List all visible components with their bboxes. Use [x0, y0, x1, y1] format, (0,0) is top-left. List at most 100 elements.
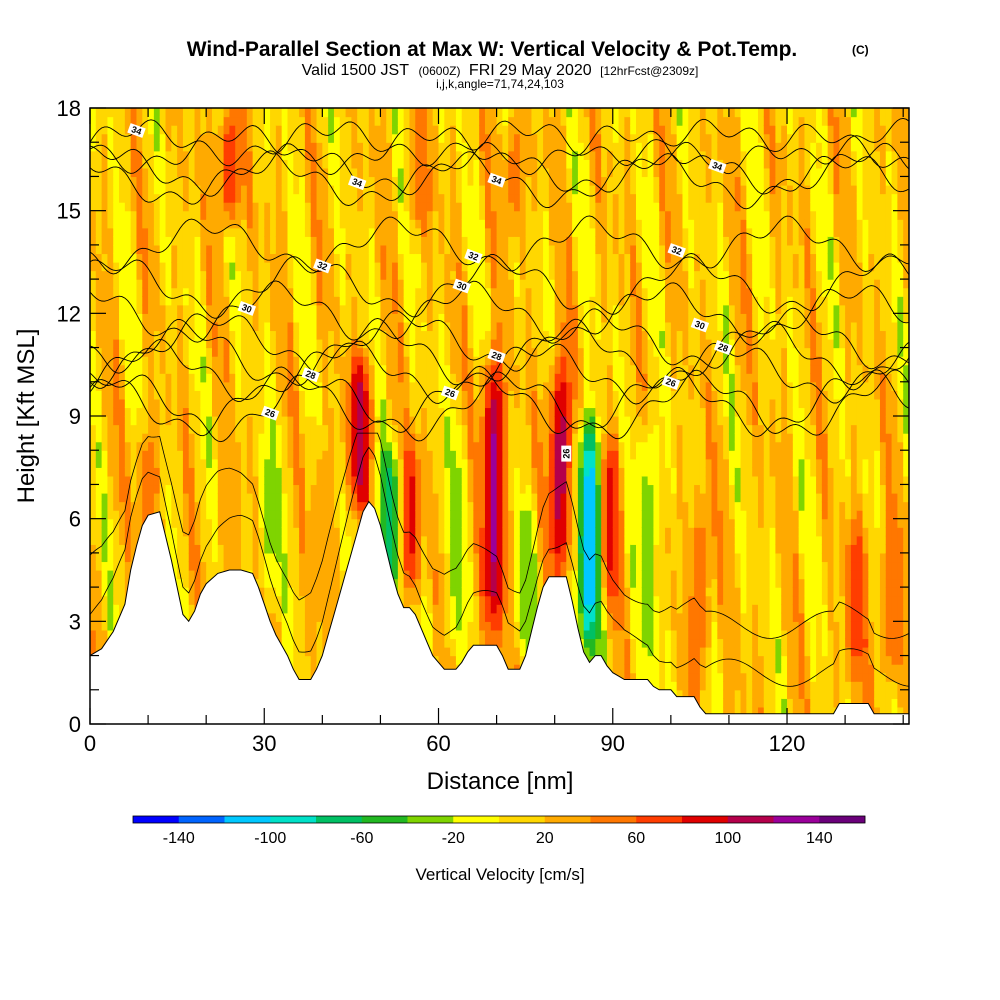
velocity-cell: [299, 287, 306, 297]
velocity-cell: [450, 373, 457, 383]
velocity-cell: [206, 458, 213, 468]
velocity-cell: [229, 398, 236, 409]
velocity-cell: [397, 253, 405, 263]
velocity-cell: [287, 364, 294, 374]
velocity-cell: [357, 202, 364, 212]
velocity-cell: [421, 527, 428, 537]
velocity-cell: [374, 125, 382, 135]
velocity-cell: [153, 116, 161, 126]
velocity-cell: [293, 210, 300, 220]
velocity-cell: [438, 561, 445, 571]
velocity-cell: [264, 561, 271, 571]
velocity-cell: [223, 475, 231, 486]
velocity-cell: [403, 125, 411, 135]
velocity-cell: [316, 561, 323, 571]
velocity-cell: [142, 493, 149, 503]
velocity-cell: [107, 304, 114, 314]
velocity-cell: [479, 304, 486, 314]
velocity-cell: [403, 185, 411, 195]
velocity-cell: [113, 484, 120, 494]
velocity-cell: [241, 467, 248, 477]
velocity-cell: [479, 193, 486, 203]
velocity-cell: [194, 544, 201, 554]
velocity-cell: [246, 202, 254, 212]
velocity-cell: [182, 578, 190, 588]
velocity-cell: [90, 373, 97, 383]
velocity-cell: [409, 570, 416, 580]
velocity-cell: [368, 467, 376, 477]
velocity-cell: [182, 373, 190, 383]
velocity-cell: [322, 578, 329, 588]
velocity-cell: [165, 219, 172, 229]
velocity-cell: [316, 330, 323, 340]
velocity-cell: [403, 433, 411, 443]
velocity-cell: [461, 561, 469, 571]
velocity-cell: [409, 244, 416, 255]
velocity-cell: [455, 475, 463, 486]
velocity-cell: [136, 150, 143, 160]
velocity-cell: [90, 527, 97, 537]
velocity-cell: [229, 527, 236, 537]
velocity-cell: [136, 467, 143, 477]
velocity-cell: [270, 544, 277, 554]
velocity-cell: [182, 185, 190, 195]
velocity-cell: [90, 150, 97, 160]
velocity-cell: [136, 484, 143, 494]
velocity-cell: [403, 390, 411, 400]
velocity-cell: [304, 561, 312, 571]
velocity-cell: [444, 433, 451, 443]
velocity-cell: [450, 467, 457, 477]
velocity-cell: [316, 373, 323, 383]
velocity-cell: [421, 262, 428, 272]
velocity-cell: [310, 655, 318, 665]
velocity-cell: [235, 416, 242, 426]
velocity-cell: [252, 142, 260, 152]
velocity-cell: [351, 193, 358, 203]
velocity-cell: [206, 270, 213, 280]
velocity-cell: [299, 638, 306, 648]
velocity-cell: [142, 510, 149, 520]
velocity-cell: [252, 518, 260, 528]
velocity-cell: [484, 612, 492, 622]
velocity-cell: [316, 441, 323, 451]
velocity-cell: [148, 450, 155, 460]
velocity-cell: [328, 570, 335, 580]
velocity-cell: [322, 330, 329, 340]
velocity-cell: [386, 296, 393, 306]
velocity-cell: [467, 527, 474, 537]
velocity-cell: [363, 441, 370, 451]
velocity-cell: [421, 390, 428, 400]
velocity-cell: [397, 262, 405, 272]
velocity-cell: [357, 219, 364, 229]
velocity-cell: [374, 296, 382, 306]
velocity-cell: [293, 458, 300, 468]
velocity-cell: [246, 552, 254, 563]
velocity-cell: [177, 527, 184, 537]
velocity-cell: [409, 441, 416, 451]
velocity-cell: [130, 518, 138, 528]
velocity-cell: [113, 330, 120, 340]
velocity-cell: [415, 390, 422, 400]
velocity-cell: [200, 167, 207, 178]
velocity-cell: [211, 108, 219, 118]
velocity-cell: [368, 210, 376, 220]
velocity-cell: [450, 304, 457, 314]
velocity-cell: [188, 313, 196, 323]
velocity-cell: [316, 125, 323, 135]
velocity-cell: [264, 475, 271, 486]
velocity-cell: [461, 621, 469, 631]
velocity-cell: [119, 210, 126, 220]
velocity-cell: [130, 416, 138, 426]
velocity-cell: [339, 304, 347, 314]
velocity-cell: [484, 321, 492, 332]
velocity-cell: [380, 339, 387, 349]
velocity-cell: [177, 210, 184, 220]
velocity-cell: [316, 313, 323, 323]
velocity-cell: [473, 304, 480, 314]
velocity-cell: [188, 227, 196, 237]
velocity-cell: [281, 552, 289, 563]
velocity-cell: [252, 133, 260, 143]
velocity-cell: [461, 262, 469, 272]
velocity-cell: [258, 390, 265, 400]
velocity-cell: [171, 450, 178, 460]
